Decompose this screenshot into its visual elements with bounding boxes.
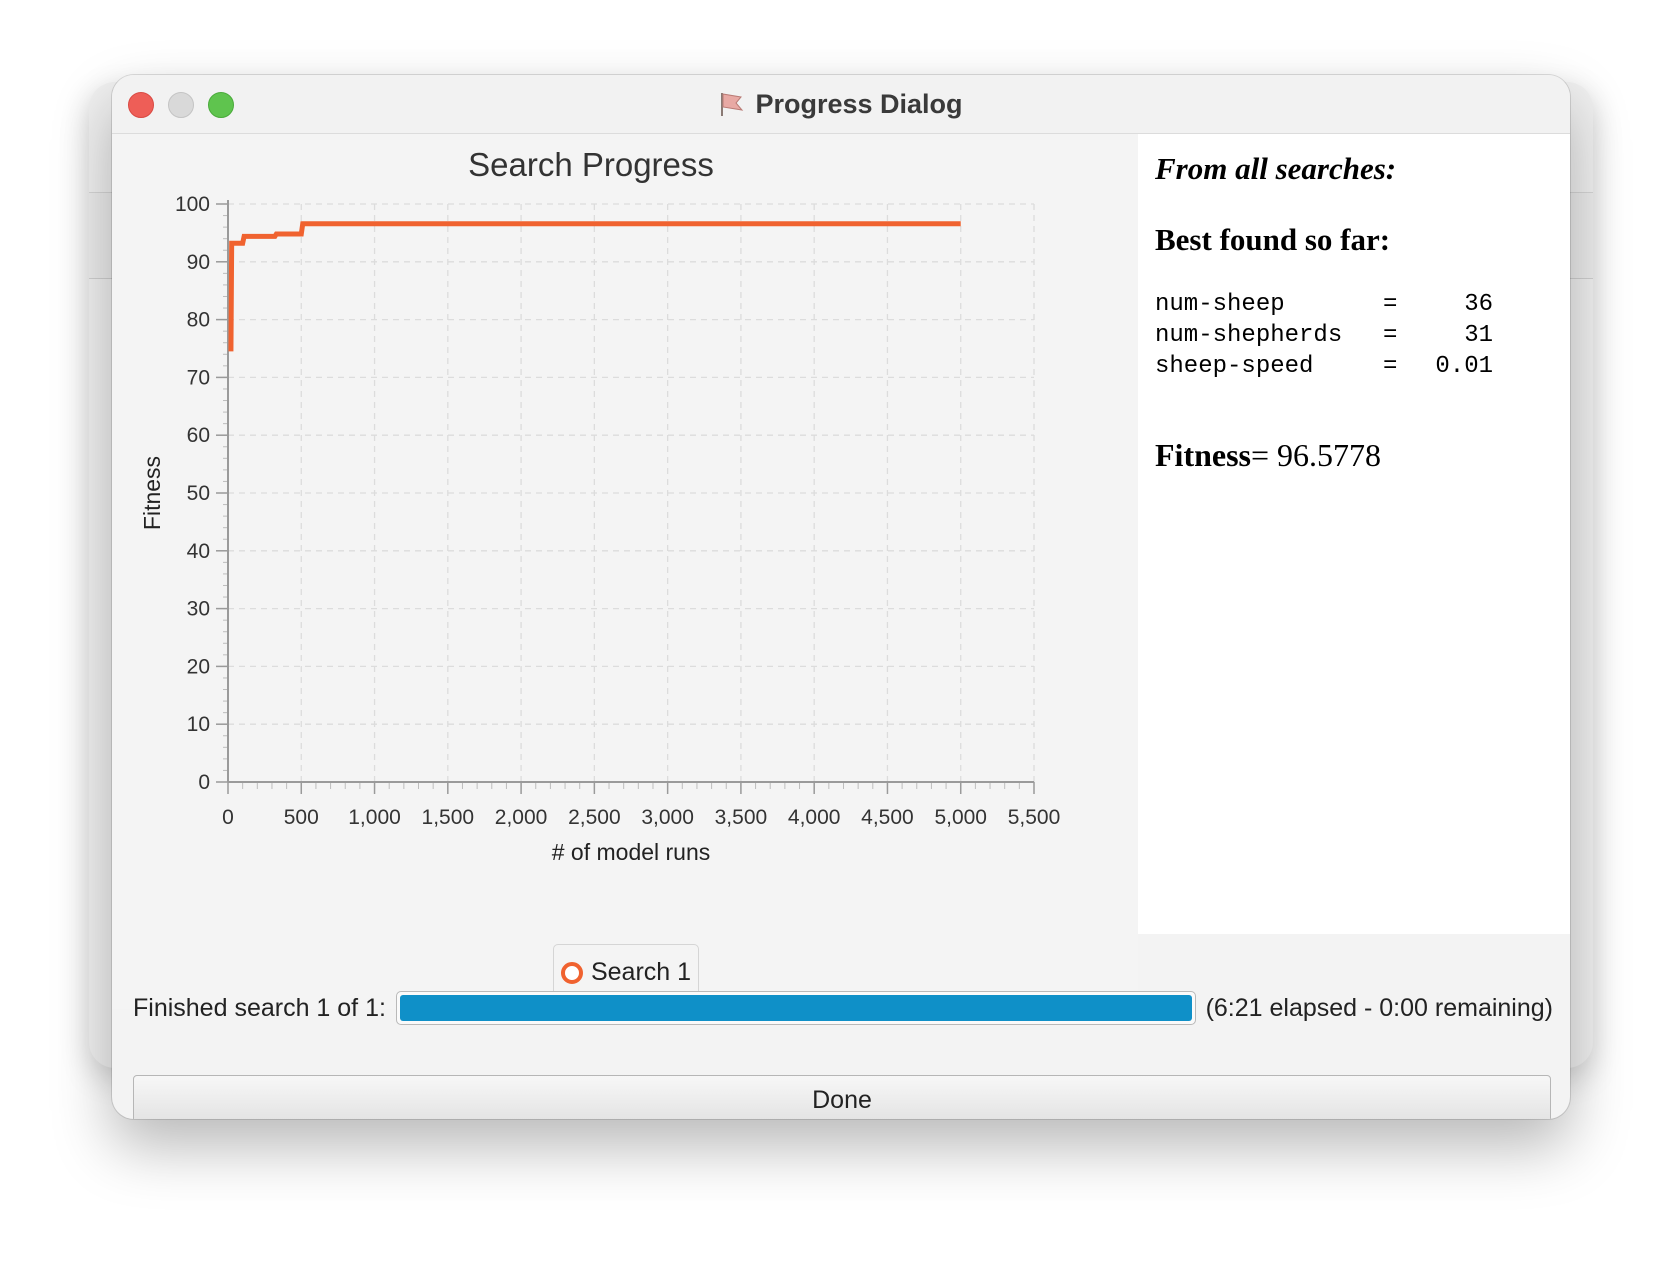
y-tick-label: 60 [187, 424, 210, 447]
params-list: num-sheep = 36 num-shepherds = 31 sheep-… [1155, 289, 1493, 382]
flag-icon [721, 93, 744, 116]
x-tick-label: 4,500 [861, 806, 914, 829]
param-name: sheep-speed [1155, 353, 1314, 380]
x-tick-label: 1,500 [422, 806, 475, 829]
param-value: 31 [1464, 322, 1493, 349]
chart-panel: 0 500 1,000 1,500 2,000 2,500 3,000 3,500 4,000 4… [112, 134, 1138, 1009]
legend-label: Search 1 [590, 958, 692, 986]
status-row: Finished search 1 of 1: (6:21 elapsed - … [133, 985, 1553, 1031]
param-row: sheep-speed = 0.01 [1155, 351, 1493, 382]
done-button[interactable]: Done [133, 1075, 1551, 1119]
legend-marker-icon [560, 961, 583, 984]
progress-dialog: Progress Dialog 0 500 1,000 1,500 2,000 2,500… [112, 75, 1570, 1119]
param-value: 0.01 [1435, 353, 1493, 380]
series-line-search-1 [228, 221, 961, 352]
x-tick-label: 3,500 [715, 806, 768, 829]
x-tick-label: 0 [222, 806, 234, 829]
y-tick-label: 10 [187, 713, 210, 736]
param-name: num-shepherds [1155, 322, 1343, 349]
x-tick-label: 500 [284, 806, 319, 829]
search-progress-chart: 0 500 1,000 1,500 2,000 2,500 3,000 3,500 4,000 4… [139, 146, 1061, 865]
elapsed-time: (6:21 elapsed - 0:00 remaining) [1205, 993, 1553, 1022]
zoom-button[interactable] [208, 92, 234, 118]
close-button[interactable] [128, 92, 154, 118]
y-tick-label: 20 [187, 655, 210, 678]
param-equals: = [1383, 353, 1398, 380]
x-tick-label: 3,000 [641, 806, 694, 829]
x-axis-label: # of model runs [552, 839, 711, 865]
progress-bar [395, 991, 1196, 1025]
chart-title: Search Progress [468, 146, 714, 183]
y-axis-label: Fitness [139, 456, 165, 530]
param-name: num-sheep [1155, 291, 1285, 318]
y-tick-label: 90 [187, 251, 210, 274]
param-row: num-shepherds = 31 [1155, 320, 1493, 351]
fitness-result: Fitness= 96.5778 [1155, 437, 1381, 474]
param-row: num-sheep = 36 [1155, 289, 1493, 320]
best-found-label: Best found so far: [1155, 222, 1391, 257]
minimize-button[interactable] [168, 92, 194, 118]
y-tick-label: 40 [187, 540, 210, 563]
y-tick-label: 0 [198, 771, 210, 794]
param-equals: = [1383, 322, 1398, 349]
fitness-value: = 96.5778 [1251, 437, 1382, 473]
y-tick-label: 80 [187, 309, 210, 332]
x-tick-label: 4,000 [788, 806, 841, 829]
param-equals: = [1383, 291, 1398, 318]
x-tick-label: 2,000 [495, 806, 548, 829]
y-tick-label: 30 [187, 598, 210, 621]
progress-bar-fill [399, 995, 1192, 1021]
y-tick-label: 50 [187, 482, 210, 505]
results-panel: From all searches: Best found so far: nu… [1138, 134, 1570, 934]
title-bar[interactable]: Progress Dialog [112, 75, 1570, 134]
param-value: 36 [1464, 291, 1493, 318]
x-tick-label: 5,000 [934, 806, 987, 829]
window-title: Progress Dialog [755, 88, 963, 119]
status-label: Finished search 1 of 1: [133, 993, 386, 1022]
x-tick-label: 1,000 [348, 806, 401, 829]
y-tick-label: 70 [187, 366, 210, 389]
results-heading: From all searches: [1155, 151, 1397, 186]
y-tick-label: 100 [175, 193, 210, 216]
x-tick-label: 5,500 [1008, 806, 1061, 829]
x-tick-label: 2,500 [568, 806, 621, 829]
fitness-label: Fitness [1155, 437, 1251, 473]
